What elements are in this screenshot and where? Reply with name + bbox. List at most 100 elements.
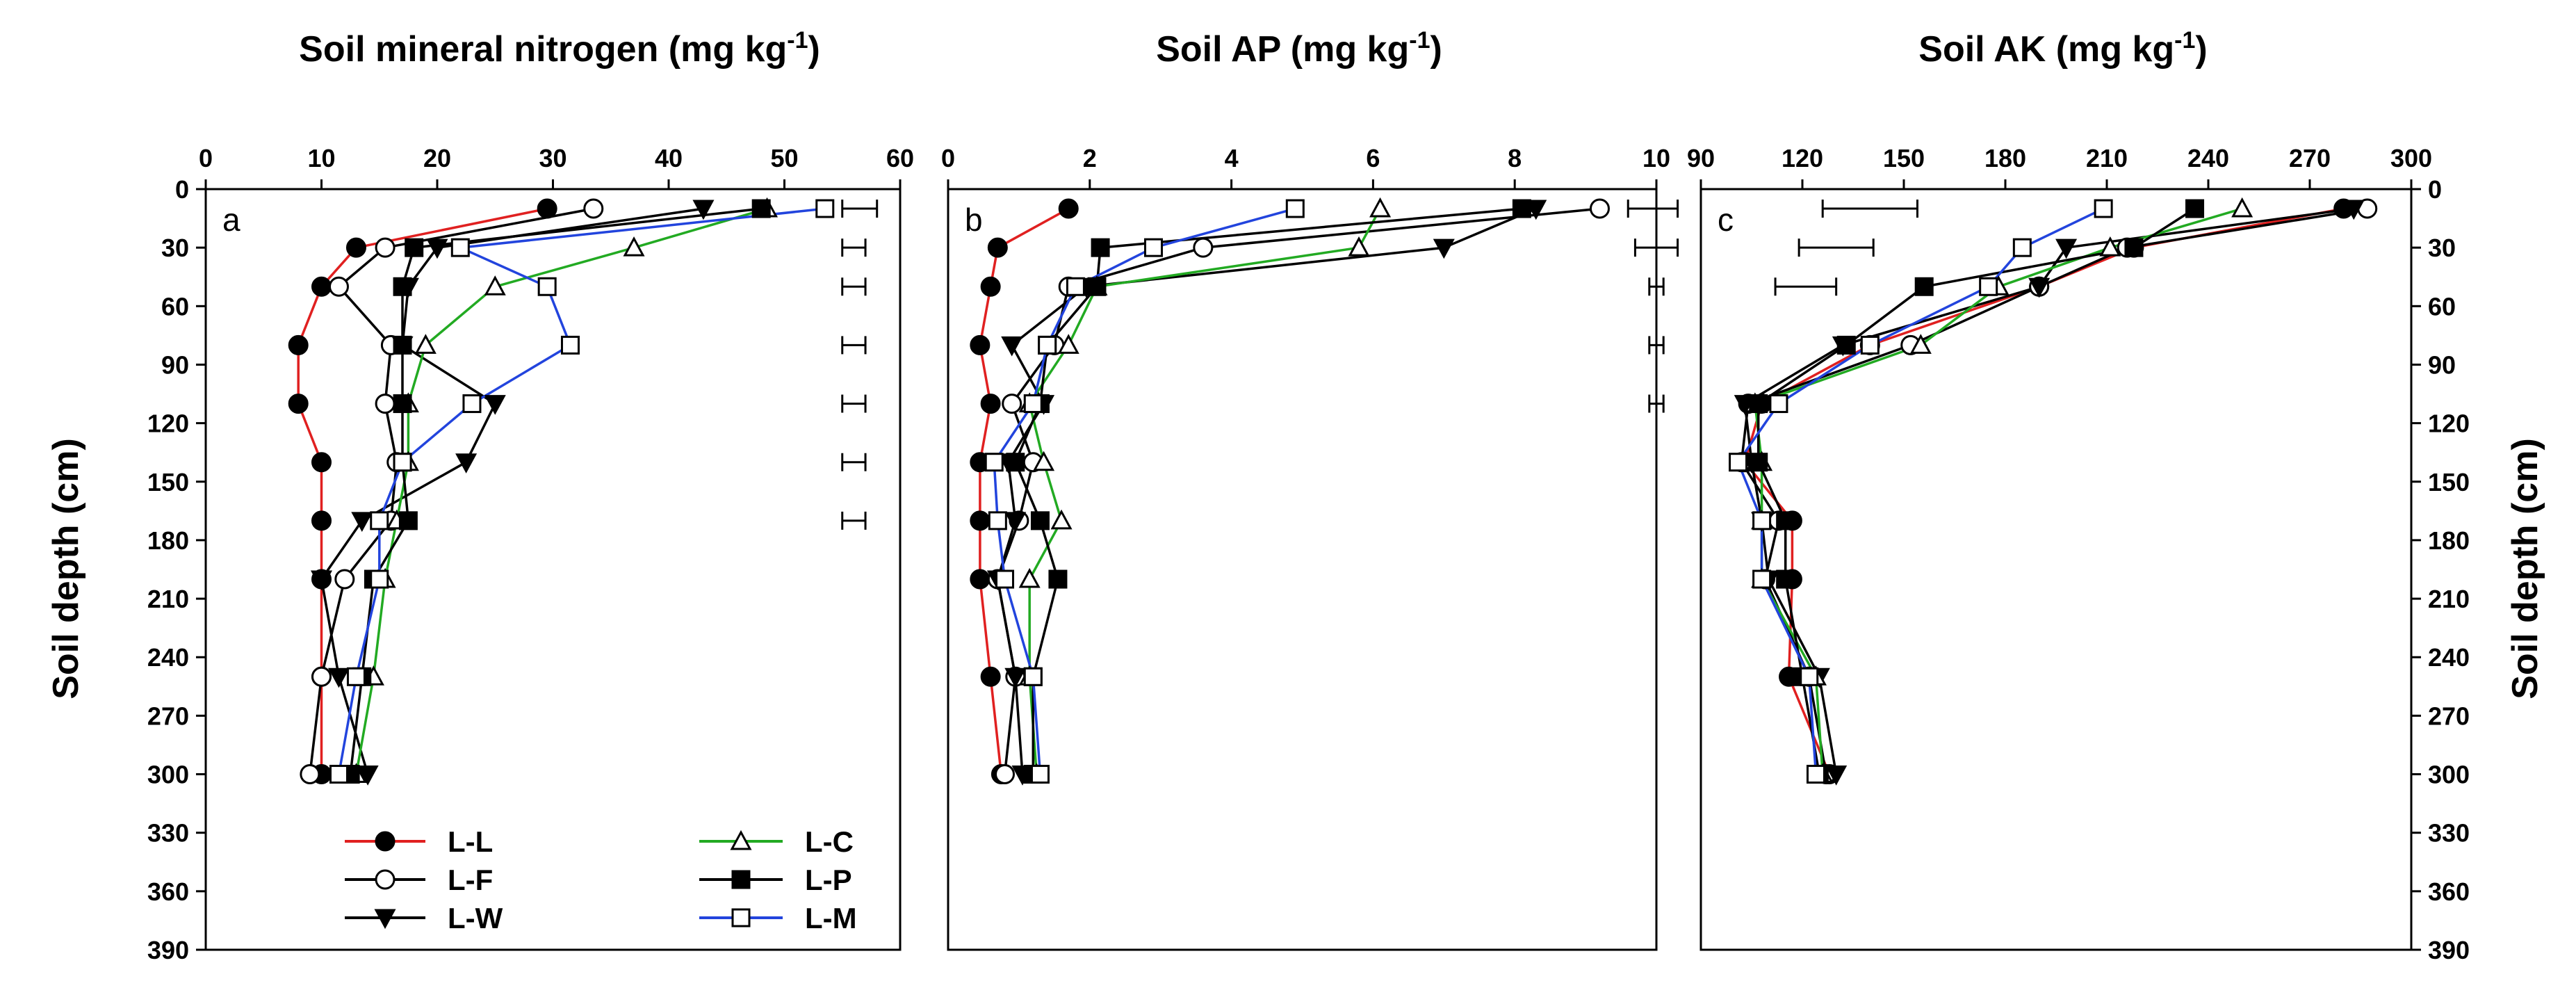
series-line-L-L xyxy=(979,207,1070,775)
point-L-P xyxy=(1048,569,1068,589)
point-L-C xyxy=(1369,197,1392,218)
point-L-C xyxy=(623,236,645,257)
panel-label: b xyxy=(965,202,983,238)
y-tick-label: 300 xyxy=(147,761,189,789)
y-axis-title-left: Soil depth (cm) xyxy=(46,438,86,699)
point-L-M xyxy=(1144,238,1164,257)
point-L-L xyxy=(970,569,991,590)
x-tick-label: 210 xyxy=(2086,144,2128,172)
legend: L-L L-F L-W L-C L-P L-M xyxy=(345,825,857,934)
y-tick-label: 210 xyxy=(147,585,189,613)
axis-labels: Soil depth (cm) Soil depth (cm) xyxy=(46,438,2545,699)
x-tick-label: 0 xyxy=(199,144,213,172)
point-L-W xyxy=(357,766,379,786)
point-L-M xyxy=(1023,667,1043,686)
legend-label-L-W: L-W xyxy=(448,902,503,934)
point-L-P xyxy=(2185,199,2205,218)
point-L-L xyxy=(311,452,332,473)
x-tick-label: 6 xyxy=(1366,144,1380,172)
y-tick-label: 30 xyxy=(161,234,189,262)
legend-marker-L-F xyxy=(375,869,396,890)
y-tick-label: 390 xyxy=(2428,936,2470,964)
point-L-M xyxy=(815,199,835,218)
point-L-M xyxy=(1023,394,1043,414)
point-L-P xyxy=(393,394,412,414)
point-L-C xyxy=(1057,334,1079,354)
panel-title: Soil AP (mg kg-1) xyxy=(1156,27,1442,70)
x-tick-label: 120 xyxy=(1782,144,1823,172)
panel-c: Soil AK (mg kg-1)90 120 150 180 210 240 270 300… xyxy=(1687,27,2470,964)
panel-title: Soil mineral nitrogen (mg kg-1) xyxy=(299,27,820,70)
point-L-F xyxy=(583,198,604,219)
x-tick-label: 300 xyxy=(2390,144,2432,172)
point-L-C xyxy=(2099,236,2121,257)
point-L-C xyxy=(1348,236,1370,257)
point-L-W xyxy=(692,200,715,220)
x-tick-label: 60 xyxy=(886,144,914,172)
point-L-M xyxy=(2094,199,2113,218)
point-L-P xyxy=(405,238,424,257)
point-L-P xyxy=(751,199,771,218)
point-L-M xyxy=(988,511,1007,531)
point-L-L xyxy=(1058,198,1079,219)
title-superscript: -1 xyxy=(787,27,808,54)
legend-label-L-P: L-P xyxy=(805,864,852,896)
point-L-M xyxy=(1752,511,1772,531)
y-tick-label: 270 xyxy=(147,702,189,730)
panel-a: Soil mineral nitrogen (mg kg-1) 0 10 20 30 40… xyxy=(147,27,914,964)
point-L-W xyxy=(2055,238,2078,259)
point-L-M xyxy=(1066,277,1085,296)
point-L-L xyxy=(537,198,557,219)
panel-label: a xyxy=(222,202,241,238)
series-line-L-L xyxy=(1743,207,2345,775)
x-tick-label: 8 xyxy=(1508,144,1522,172)
point-L-L xyxy=(970,510,991,531)
point-L-F xyxy=(375,237,396,258)
x-tick-label: 2 xyxy=(1083,144,1097,172)
title-main: Soil mineral nitrogen (mg kg xyxy=(299,29,787,70)
point-L-P xyxy=(1512,199,1531,218)
legend-label-L-F: L-F xyxy=(448,864,493,896)
legend-label-L-L: L-L xyxy=(448,825,493,858)
point-L-L xyxy=(288,334,309,355)
title-superscript: -1 xyxy=(2174,27,2195,54)
y-tick-label: 270 xyxy=(2428,702,2470,730)
x-tick-label: 40 xyxy=(655,144,683,172)
x-tick-label: 240 xyxy=(2187,144,2229,172)
point-L-P xyxy=(393,277,412,296)
y-tick-label: 0 xyxy=(175,175,189,204)
point-L-C xyxy=(1018,567,1041,588)
y-tick-label: 120 xyxy=(2428,410,2470,438)
point-L-P xyxy=(1914,277,1934,296)
y-tick-label: 90 xyxy=(161,350,189,379)
point-L-P xyxy=(1091,238,1110,257)
title-close: ) xyxy=(2195,29,2207,70)
y-tick-label: 0 xyxy=(2428,175,2442,204)
point-L-L xyxy=(980,666,1001,687)
y-tick-label: 360 xyxy=(2428,877,2470,906)
point-L-P xyxy=(1030,511,1050,531)
y-tick-label: 120 xyxy=(147,410,189,438)
point-L-F xyxy=(334,569,355,590)
legend-marker-L-P xyxy=(731,870,751,889)
point-L-M xyxy=(462,394,482,414)
point-L-L xyxy=(980,394,1001,414)
point-L-P xyxy=(2124,238,2144,257)
legend-marker-L-C xyxy=(730,829,752,850)
point-L-F xyxy=(300,764,320,785)
point-L-C xyxy=(1050,509,1073,530)
point-L-L xyxy=(987,237,1008,258)
x-tick-label: 10 xyxy=(307,144,335,172)
y-tick-label: 150 xyxy=(147,468,189,496)
x-tick-label: 10 xyxy=(1642,144,1670,172)
x-tick-label: 180 xyxy=(1984,144,2026,172)
y-tick-label: 390 xyxy=(147,936,189,964)
point-L-P xyxy=(393,335,412,355)
point-L-P xyxy=(1087,277,1107,296)
point-L-P xyxy=(1836,335,1856,355)
series-line-L-M xyxy=(337,207,825,775)
y-tick-label: 330 xyxy=(2428,819,2470,848)
y-tick-label: 90 xyxy=(2428,350,2456,379)
point-L-W xyxy=(310,570,333,591)
x-tick-label: 30 xyxy=(539,144,566,172)
